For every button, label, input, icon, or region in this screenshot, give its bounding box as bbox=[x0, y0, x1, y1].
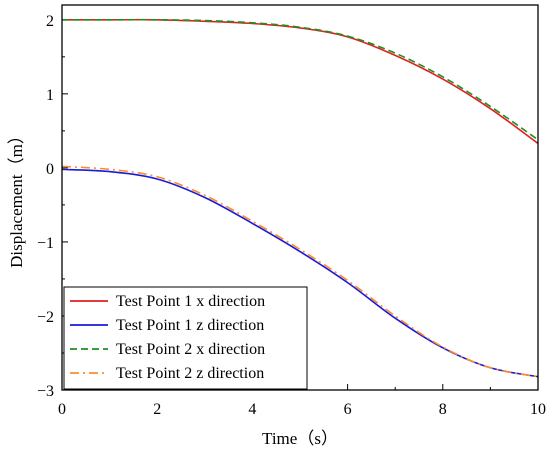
series-layer bbox=[61, 18, 539, 378]
legend-box bbox=[63, 286, 308, 390]
legend-label-3: Test Point 2 x direction bbox=[116, 341, 265, 358]
y-tick-label: 0 bbox=[46, 161, 54, 178]
x-axis-title: Time（s） bbox=[262, 429, 338, 448]
plot-frame bbox=[61, 4, 539, 391]
y-tick-label: 2 bbox=[46, 13, 54, 30]
x-tick-label: 8 bbox=[439, 401, 447, 418]
y-tick-label: −1 bbox=[37, 235, 54, 252]
legend-label-4: Test Point 2 z direction bbox=[116, 365, 264, 382]
y-tick-label: 1 bbox=[46, 87, 54, 104]
series-line-3 bbox=[61, 18, 539, 141]
legend: Test Point 1 x direction Test Point 1 z d… bbox=[63, 286, 308, 390]
y-tick-label: −2 bbox=[37, 309, 54, 326]
x-tick-label: 4 bbox=[248, 401, 256, 418]
y-axis-title: Displacement（m） bbox=[7, 127, 26, 268]
x-tick-label: 6 bbox=[344, 401, 352, 418]
x-tick-label: 10 bbox=[530, 401, 546, 418]
legend-label-2: Test Point 1 z direction bbox=[116, 317, 264, 334]
series-line-1 bbox=[61, 18, 539, 145]
y-tick-label: −3 bbox=[37, 383, 54, 400]
series-line-4 bbox=[61, 165, 539, 378]
x-tick-label: 2 bbox=[153, 401, 161, 418]
legend-label-1: Test Point 1 x direction bbox=[116, 293, 265, 310]
x-tick-label: 0 bbox=[58, 401, 66, 418]
